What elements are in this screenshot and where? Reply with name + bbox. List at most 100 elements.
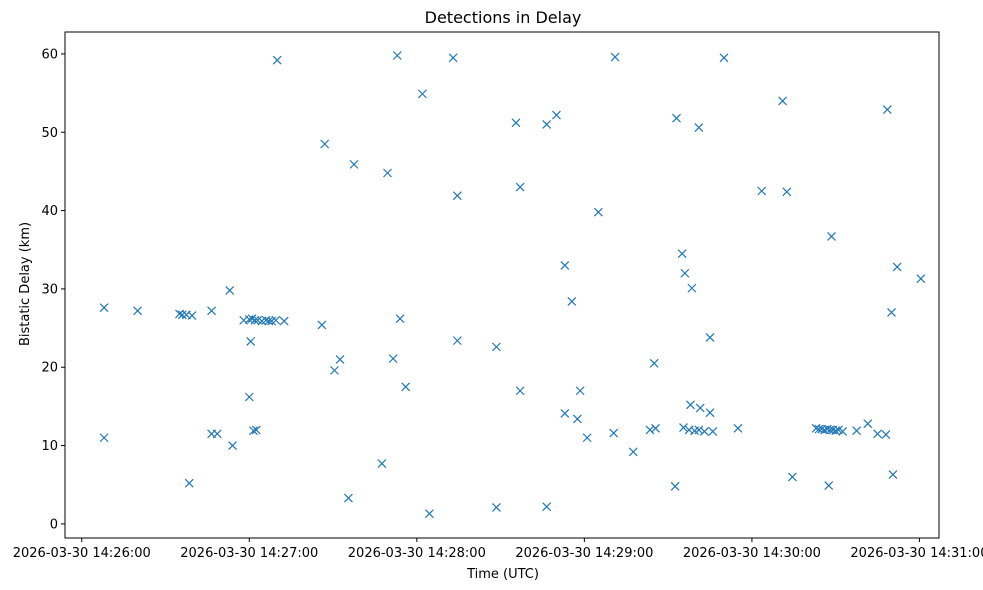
y-tick-label: 50 [41,126,58,141]
data-point [343,493,353,503]
data-point [677,249,687,259]
data-point [250,315,260,325]
data-point [401,382,411,392]
data-point [448,53,458,63]
data-point [609,428,619,438]
data-point [782,187,792,197]
data-point [670,481,680,491]
data-point [645,425,655,435]
data-point [317,320,327,330]
data-point [649,358,659,368]
data-point [560,260,570,270]
data-point [695,403,705,413]
data-point [694,425,704,435]
data-point [330,365,339,375]
data-point [452,336,462,346]
data-point [593,207,603,217]
y-tick-label: 40 [41,204,58,219]
data-point [651,423,661,433]
data-point [700,427,709,436]
data-point [133,306,143,316]
data-point [778,96,788,106]
data-point [672,113,681,123]
data-point [320,139,330,149]
data-point [827,232,836,241]
x-tick-label: 2026-03-30 14:31:00 [850,546,983,561]
data-point [417,89,427,99]
data-point [424,509,434,519]
data-point [719,53,729,63]
data-point [887,307,896,317]
data-point [881,430,891,440]
data-point [694,123,704,132]
data-point [279,316,289,326]
x-tick-label: 2026-03-30 14:27:00 [180,546,318,561]
data-point [560,409,570,418]
y-tick-label: 20 [41,361,58,376]
data-point [264,316,274,326]
data-point [377,459,387,469]
data-point [511,118,521,128]
data-point [824,481,834,490]
data-point [515,182,525,192]
data-point [686,400,695,410]
data-point [882,105,892,114]
data-point [705,333,715,342]
data-point [392,51,402,60]
data-point [247,314,257,324]
data-point [212,429,222,439]
data-point [249,426,258,436]
data-point [628,447,638,457]
data-point [452,191,462,201]
data-point [335,354,345,364]
x-axis-label: Time (UTC) [466,567,539,582]
x-tick-label: 2026-03-30 14:30:00 [683,546,821,561]
data-point [582,433,592,443]
chart-title: Detections in Delay [425,8,582,27]
data-point [680,268,690,278]
data-point [184,478,194,488]
data-point [708,427,718,436]
x-tick-label: 2026-03-30 14:26:00 [13,546,151,561]
data-point [228,441,237,450]
y-tick-label: 0 [50,517,58,532]
data-point [679,423,688,432]
data-point [705,408,715,418]
data-point [207,306,217,316]
data-point [733,423,743,433]
data-point [610,52,620,62]
data-point [388,354,398,364]
data-point [852,426,862,436]
x-tick-label: 2026-03-30 14:29:00 [515,546,653,561]
data-point [575,386,585,396]
data-point [572,414,582,424]
y-axis-label: Bistatic Delay (km) [18,222,33,346]
y-axis-ticks: 0 10 20 30 40 50 60 [41,47,65,532]
data-point [383,168,392,178]
x-tick-label: 2026-03-30 14:28:00 [348,546,486,561]
data-point [757,186,767,196]
data-point [175,309,184,319]
y-tick-label: 60 [41,47,58,62]
data-point [225,286,235,295]
y-tick-label: 10 [41,439,58,454]
data-point [271,315,281,325]
data-point [395,314,405,324]
y-tick-label: 30 [41,282,58,297]
data-point [567,297,577,306]
data-point [491,342,501,352]
data-point [838,427,848,436]
data-point [491,503,501,512]
data-point [251,425,261,435]
x-axis-ticks: 2026-03-30 14:26:00 2026-03-30 14:27:00 20… [13,538,983,561]
data-point [873,429,882,439]
plot-frame [64,31,940,539]
data-point [916,274,926,284]
data-point [831,426,841,436]
data-point [99,303,109,313]
data-point [246,336,256,346]
data-point [272,55,282,65]
data-point [863,419,873,429]
data-point [244,392,254,402]
